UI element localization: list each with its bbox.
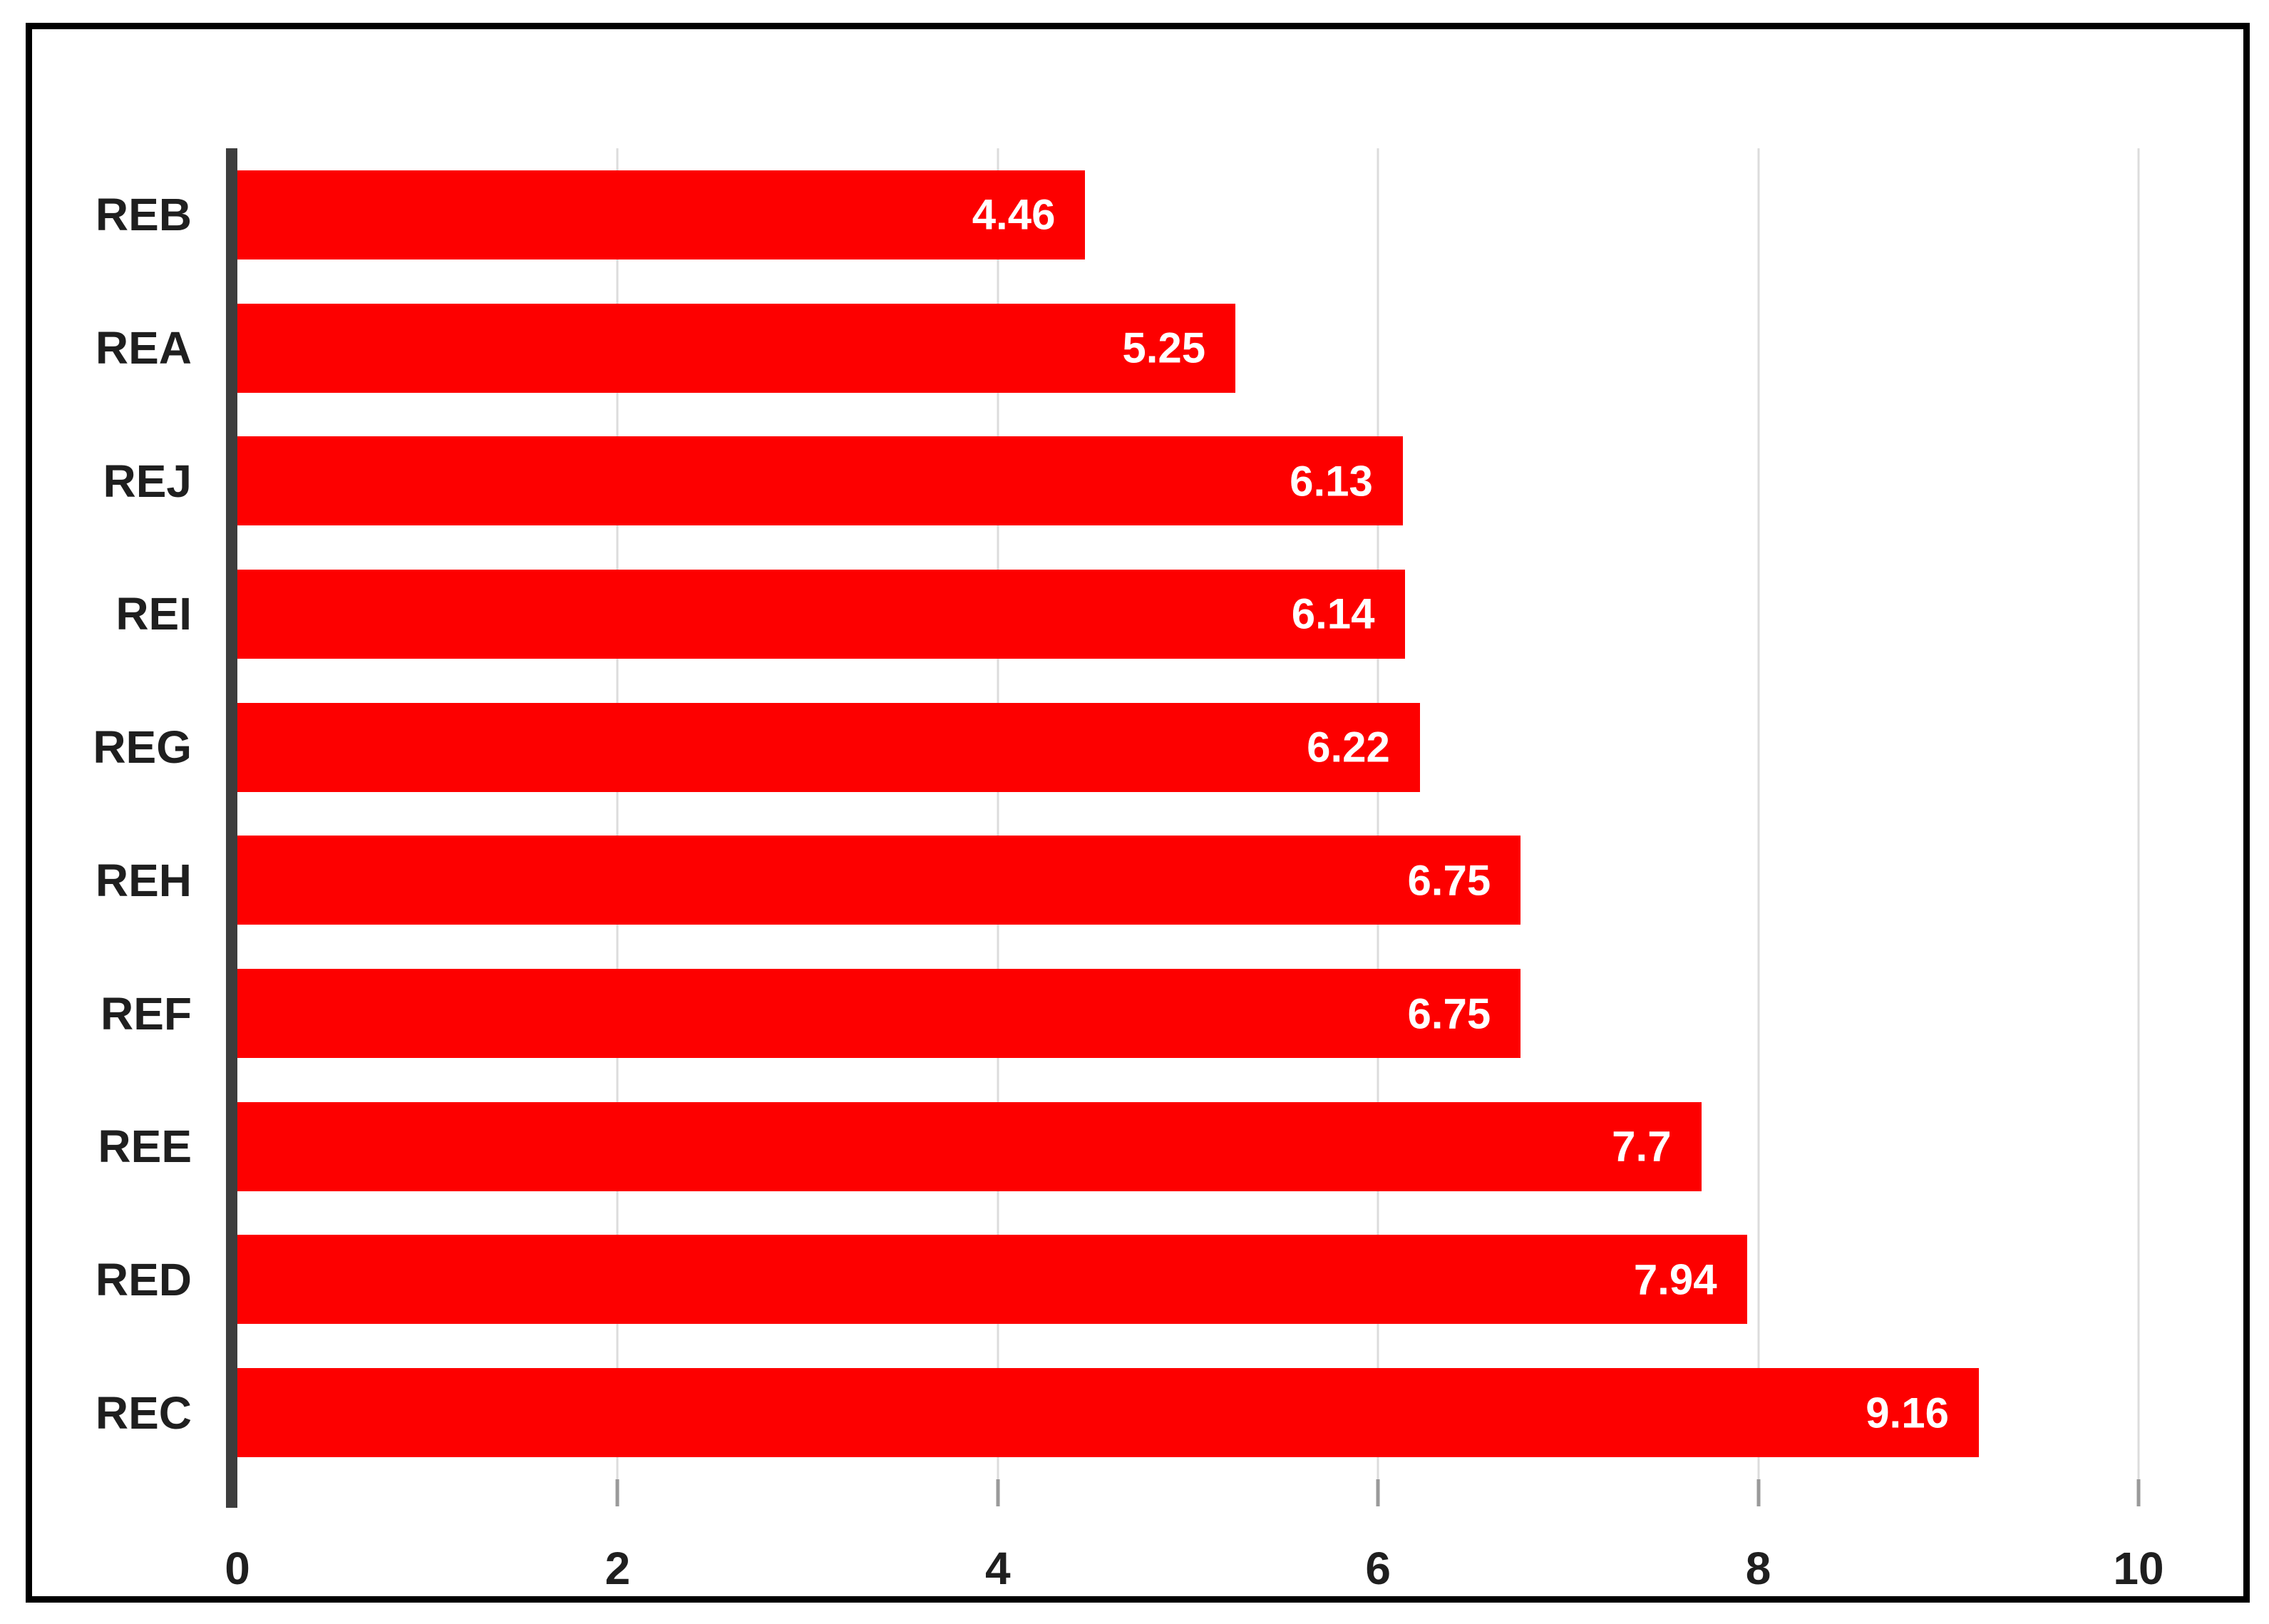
x-axis-tick-label: 2 — [604, 1543, 631, 1594]
vertical-gridline — [616, 148, 619, 1479]
category-label: REG — [93, 721, 192, 774]
y-axis-line — [226, 148, 237, 1508]
x-axis-tick-label: 8 — [1745, 1543, 1771, 1594]
vertical-gridline — [1757, 148, 1760, 1479]
bar: 5.25 — [237, 303, 1236, 393]
category-label: REB — [95, 189, 192, 241]
bar: 9.16 — [237, 1368, 1979, 1458]
bar: 7.94 — [237, 1235, 1747, 1325]
bar: 7.7 — [237, 1101, 1702, 1191]
bar: 6.22 — [237, 702, 1420, 792]
category-label: REJ — [103, 455, 192, 507]
bar-value-label: 6.13 — [1290, 457, 1373, 505]
category-label: REE — [98, 1121, 192, 1173]
bar: 6.75 — [237, 836, 1521, 925]
bar: 4.46 — [237, 170, 1086, 259]
category-label: REF — [101, 987, 192, 1039]
bar-value-label: 7.7 — [1612, 1122, 1672, 1171]
vertical-gridline — [2137, 148, 2140, 1479]
bar: 6.13 — [237, 436, 1403, 526]
bar-value-label: 6.75 — [1407, 990, 1491, 1038]
category-label: REA — [95, 322, 192, 374]
x-axis-tick-label: 10 — [2113, 1543, 2164, 1594]
x-axis-tick — [615, 1479, 619, 1506]
vertical-gridline — [997, 148, 999, 1479]
bar-value-label: 5.25 — [1122, 324, 1206, 372]
plot-area: 0 2 4 6 8 10 REB 4.46 REA 5.25 REJ 6.13 REI 6.14 REG 6.… — [93, 148, 2164, 1594]
category-label: REC — [95, 1387, 192, 1439]
bar-value-label: 4.46 — [972, 190, 1056, 239]
bar-value-label: 6.14 — [1291, 590, 1375, 638]
bar-value-label: 9.16 — [1866, 1389, 1949, 1437]
x-axis-tick-label: 6 — [1365, 1543, 1391, 1594]
x-axis-tick-label: 0 — [225, 1543, 250, 1594]
category-label: REI — [115, 588, 192, 640]
bar: 6.75 — [237, 969, 1521, 1059]
x-axis-tick — [996, 1479, 1000, 1506]
x-axis-tick — [1376, 1479, 1380, 1506]
bar-value-label: 6.75 — [1407, 856, 1491, 905]
category-label: RED — [95, 1253, 192, 1305]
chart-border — [26, 23, 2250, 1603]
bar-value-label: 6.22 — [1307, 723, 1390, 771]
x-axis-tick — [1756, 1479, 1761, 1506]
bar: 6.14 — [237, 569, 1405, 659]
x-axis-tick-label: 4 — [985, 1543, 1011, 1594]
vertical-gridline — [1377, 148, 1379, 1479]
bar-value-label: 7.94 — [1633, 1255, 1717, 1304]
category-label: REH — [95, 854, 192, 906]
x-axis-tick — [2136, 1479, 2141, 1506]
